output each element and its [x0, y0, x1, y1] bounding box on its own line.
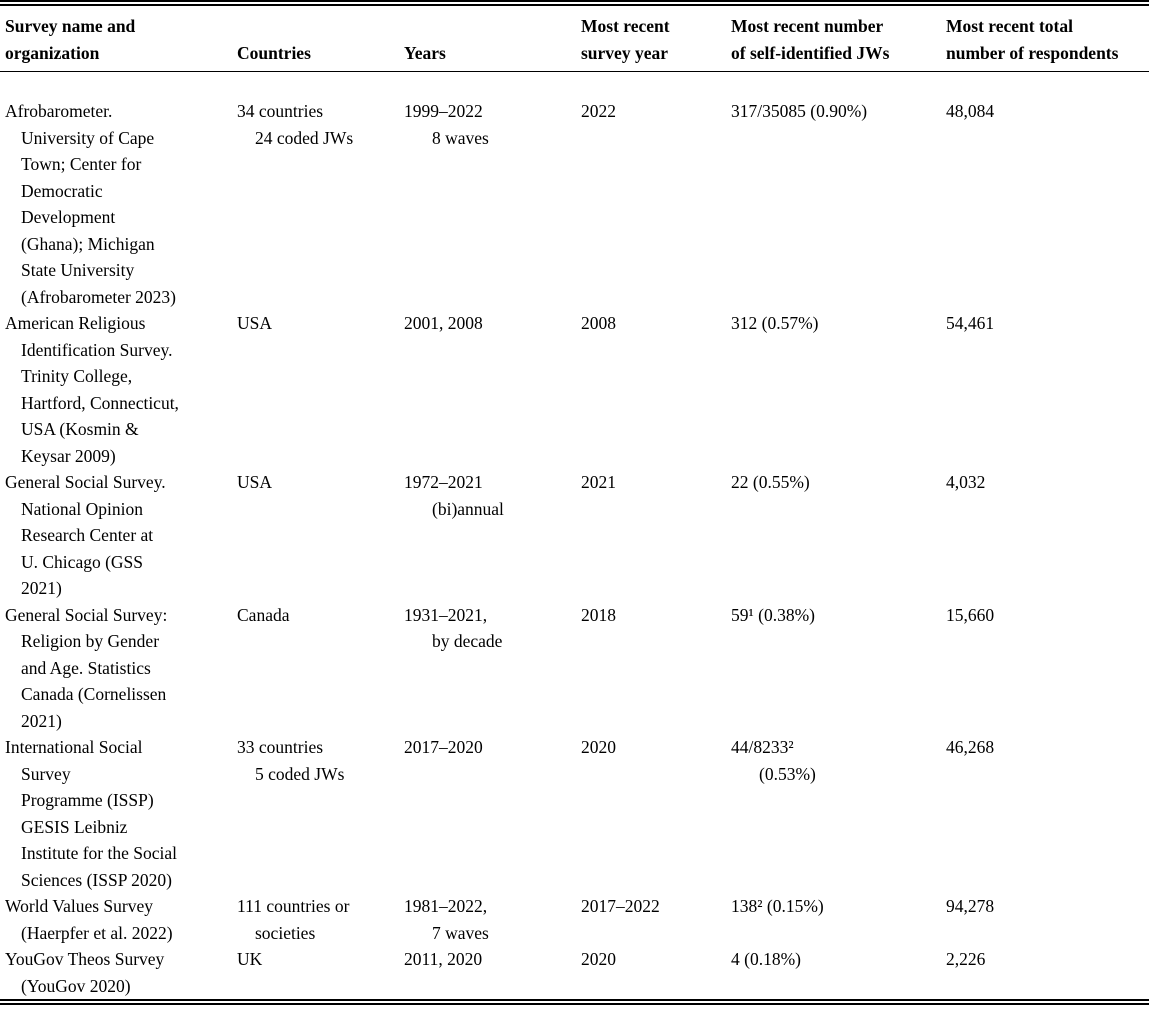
cell-recent-year: 2017–2022 — [581, 896, 660, 916]
cell-jws: 317/35085 (0.90%) — [731, 101, 868, 121]
cell-survey-name: International Social Survey Programme (I… — [5, 737, 178, 890]
cell-years: 1981–2022, 7 waves — [404, 896, 489, 943]
table-row: American Religious Identification Survey… — [0, 310, 1149, 469]
cell-countries: 111 countries or societies — [237, 896, 350, 943]
cell-respondents: 4,032 — [946, 472, 986, 492]
cell-survey-name: Afrobarometer. University of Cape Town; … — [5, 101, 177, 307]
cell-years: 2017–2020 — [404, 737, 483, 757]
cell-survey-name: World Values Survey (Haerpfer et al. 202… — [5, 896, 173, 943]
cell-respondents: 48,084 — [946, 101, 995, 121]
cell-jws: 59¹ (0.38%) — [731, 604, 815, 625]
cell-jws: 312 (0.57%) — [731, 313, 819, 333]
column-header-years: Years — [399, 3, 576, 72]
cell-countries: 34 countries 24 coded JWs — [237, 101, 354, 148]
cell-respondents: 15,660 — [946, 604, 995, 625]
table-row: World Values Survey (Haerpfer et al. 202… — [0, 893, 1149, 946]
cell-countries: UK — [237, 949, 263, 969]
table-body: Afrobarometer. University of Cape Town; … — [0, 72, 1149, 1003]
cell-jws: 44/8233² (0.53%) — [731, 737, 816, 784]
cell-years: 2001, 2008 — [404, 313, 483, 333]
column-header-recent-year: Most recent survey year — [576, 3, 726, 72]
cell-respondents: 94,278 — [946, 896, 995, 916]
table-row: Afrobarometer. University of Cape Town; … — [0, 72, 1149, 311]
cell-recent-year: 2021 — [581, 472, 616, 492]
cell-survey-name: General Social Survey. National Opinion … — [5, 472, 166, 598]
header-row: Survey name and organization Countries Y… — [0, 3, 1149, 72]
table-row: General Social Survey: Religion by Gende… — [0, 602, 1149, 735]
cell-recent-year: 2022 — [581, 101, 616, 121]
cell-years: 1972–2021 (bi)annual — [404, 472, 504, 519]
cell-jws: 138² (0.15%) — [731, 896, 824, 916]
column-header-jws: Most recent number of self-identified JW… — [726, 3, 941, 72]
cell-countries: USA — [237, 313, 273, 333]
cell-recent-year: 2008 — [581, 313, 616, 333]
column-header-countries: Countries — [232, 3, 399, 72]
column-header-respondents: Most recent total number of respondents — [941, 3, 1149, 72]
table-row: General Social Survey. National Opinion … — [0, 469, 1149, 602]
cell-jws: 4 (0.18%) — [731, 949, 801, 969]
table-header: Survey name and organization Countries Y… — [0, 3, 1149, 72]
cell-respondents: 54,461 — [946, 313, 995, 333]
cell-countries: USA — [237, 472, 273, 492]
cell-years: 2011, 2020 — [404, 949, 483, 969]
cell-recent-year: 2020 — [581, 737, 616, 757]
table-row: International Social Survey Programme (I… — [0, 734, 1149, 893]
cell-recent-year: 2018 — [581, 604, 616, 625]
column-header-survey-name: Survey name and organization — [0, 3, 232, 72]
cell-survey-name: American Religious Identification Survey… — [5, 313, 179, 466]
cell-respondents: 2,226 — [946, 949, 986, 969]
cell-jws: 22 (0.55%) — [731, 472, 810, 492]
cell-countries: Canada — [237, 604, 290, 625]
cell-survey-name: YouGov Theos Survey (YouGov 2020) — [5, 949, 165, 996]
table-row: YouGov Theos Survey (YouGov 2020) UK 201… — [0, 946, 1149, 1002]
cell-years: 1999–2022 8 waves — [404, 101, 489, 148]
cell-respondents: 46,268 — [946, 737, 995, 757]
cell-recent-year: 2020 — [581, 949, 616, 969]
cell-countries: 33 countries 5 coded JWs — [237, 737, 345, 784]
cell-survey-name: General Social Survey: Religion by Gende… — [5, 604, 168, 731]
cell-years: 1931–2021, by decade — [404, 604, 503, 652]
